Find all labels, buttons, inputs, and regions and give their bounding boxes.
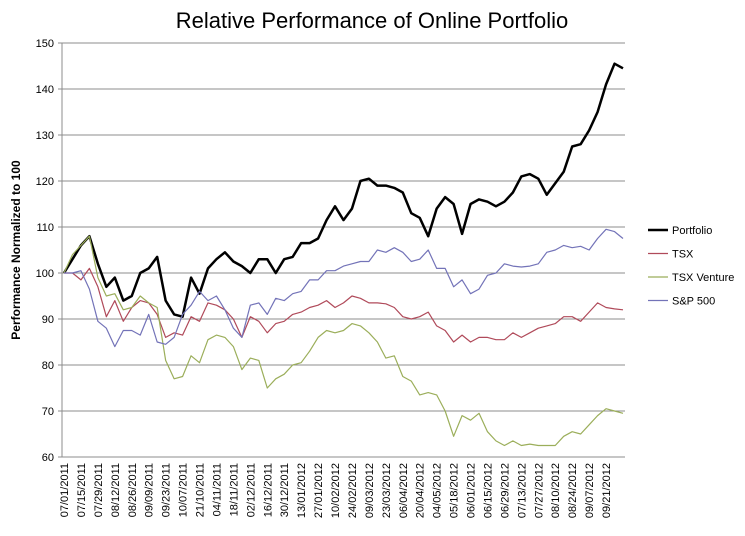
series-line bbox=[63, 235, 624, 447]
y-tick-label: 150 bbox=[36, 38, 54, 50]
x-tick-label: 23/03/2012 bbox=[381, 463, 393, 518]
y-tick-label: 90 bbox=[42, 314, 54, 326]
y-axis-label: Performance Normalized to 100 bbox=[9, 160, 23, 340]
x-tick-label: 04/11/2011 bbox=[211, 463, 223, 516]
y-tick-label: 70 bbox=[42, 406, 54, 418]
x-tick-label: 08/24/2012 bbox=[567, 463, 579, 518]
legend-label: TSX bbox=[672, 249, 694, 261]
x-tick-label: 20/04/2012 bbox=[415, 463, 427, 518]
x-tick-label: 09/09/2011 bbox=[144, 463, 156, 517]
x-tick-label: 06/29/2012 bbox=[499, 463, 511, 518]
x-tick-label: 08/10/2012 bbox=[550, 463, 562, 518]
x-tick-label: 18/11/2011 bbox=[228, 463, 240, 516]
x-tick-label: 30/12/2011 bbox=[279, 463, 291, 517]
x-tick-label: 08/26/2011 bbox=[127, 463, 139, 517]
series-line bbox=[64, 228, 624, 348]
x-tick-label: 07/15/2011 bbox=[76, 463, 88, 517]
chart-title: Relative Performance of Online Portfolio bbox=[176, 8, 569, 33]
x-tick-label: 24/02/2012 bbox=[347, 463, 359, 518]
x-tick-label: 13/01/2012 bbox=[296, 463, 308, 518]
series-line bbox=[64, 267, 624, 343]
y-tick-label: 110 bbox=[36, 222, 54, 234]
x-tick-label: 09/07/2012 bbox=[584, 463, 596, 518]
x-tick-label: 10/07/2011 bbox=[178, 463, 190, 517]
x-tick-label: 27/01/2012 bbox=[313, 463, 325, 518]
y-tick-label: 80 bbox=[42, 360, 54, 372]
x-tick-label: 07/29/2011 bbox=[93, 463, 105, 517]
y-tick-label: 130 bbox=[36, 130, 54, 142]
legend-label: S&P 500 bbox=[672, 296, 715, 308]
y-tick-label: 120 bbox=[36, 176, 54, 188]
x-tick-label: 09/03/2012 bbox=[364, 463, 376, 518]
x-tick-label: 07/13/2012 bbox=[516, 463, 528, 518]
y-tick-label: 100 bbox=[36, 268, 54, 280]
x-tick-label: 10/02/2012 bbox=[330, 463, 342, 518]
x-tick-label: 09/21/2012 bbox=[601, 463, 613, 518]
series-line bbox=[62, 62, 624, 318]
legend-label: Portfolio bbox=[672, 225, 712, 237]
x-tick-label: 04/05/2012 bbox=[432, 463, 444, 518]
x-tick-label: 21/10/2011 bbox=[195, 463, 207, 517]
x-tick-label: 06/01/2012 bbox=[466, 463, 478, 518]
y-tick-label: 60 bbox=[42, 452, 54, 464]
x-tick-label: 16/12/2011 bbox=[262, 463, 274, 517]
x-tick-label: 05/18/2012 bbox=[449, 463, 461, 518]
x-tick-label: 07/27/2012 bbox=[533, 463, 545, 518]
y-tick-label: 140 bbox=[36, 84, 54, 96]
x-tick-label: 09/23/2011 bbox=[161, 463, 173, 517]
legend-label: TSX Venture bbox=[672, 272, 734, 284]
x-tick-label: 07/01/2011 bbox=[59, 463, 71, 517]
x-tick-label: 06/15/2012 bbox=[482, 463, 494, 518]
x-tick-label: 06/04/2012 bbox=[398, 463, 410, 518]
x-tick-label: 08/12/2011 bbox=[110, 463, 122, 517]
x-tick-label: 02/12/2011 bbox=[245, 463, 257, 517]
